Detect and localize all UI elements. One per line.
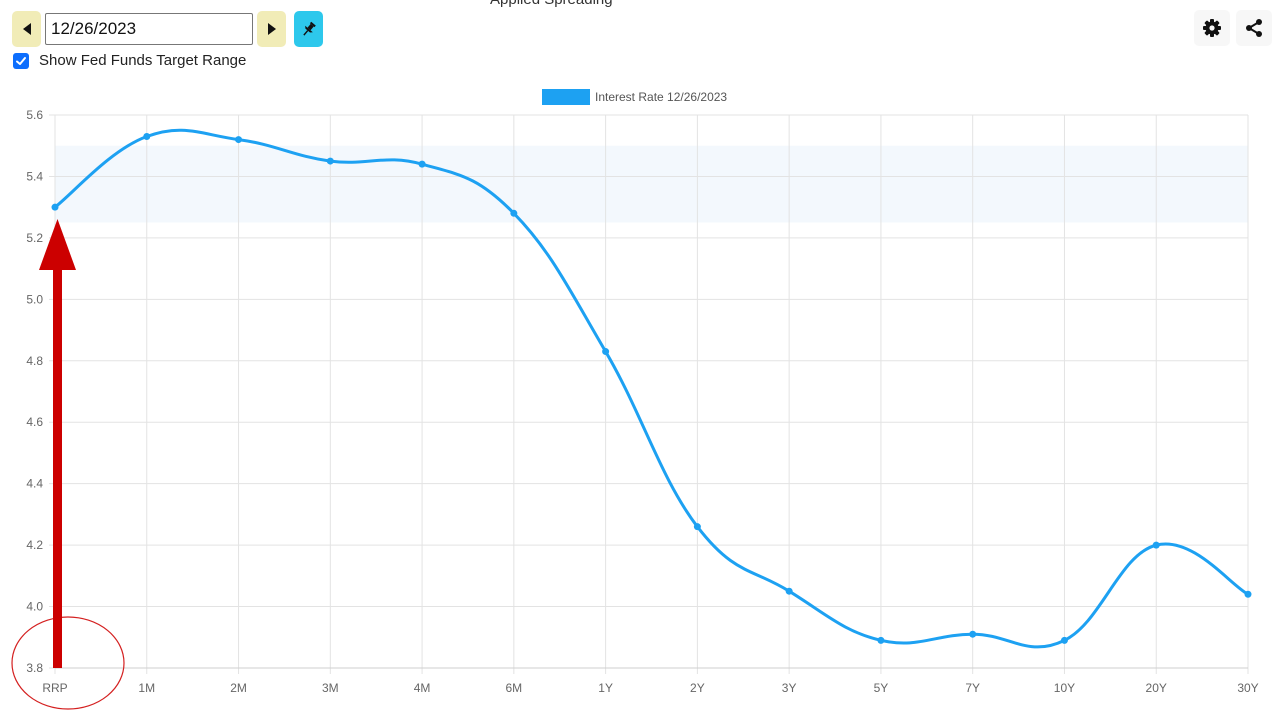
data-point	[510, 209, 518, 217]
x-tick-label: 5Y	[874, 681, 889, 695]
gear-icon	[1203, 19, 1221, 37]
share-icon	[1246, 19, 1262, 37]
y-tick-label: 4.6	[26, 415, 43, 429]
data-point	[969, 630, 977, 638]
fed-funds-band-layer	[55, 145, 1248, 223]
y-tick-label: 4.0	[26, 600, 43, 614]
annotation-layer	[11, 219, 125, 710]
x-tick-label: 2Y	[690, 681, 705, 695]
pin-button[interactable]	[294, 11, 323, 47]
pin-icon	[302, 21, 316, 36]
data-point	[693, 523, 701, 531]
data-point	[143, 133, 151, 141]
data-point	[877, 636, 885, 644]
x-tick-label: 10Y	[1054, 681, 1075, 695]
y-tick-label: 4.8	[26, 354, 43, 368]
series-layer	[51, 128, 1252, 649]
x-tick-label: 7Y	[965, 681, 980, 695]
x-tick-label: 4M	[414, 681, 431, 695]
data-point	[235, 136, 243, 144]
y-tick-label: 4.4	[26, 477, 43, 491]
x-tick-label: 1Y	[598, 681, 613, 695]
x-tick-label: 1M	[138, 681, 155, 695]
x-tick-label: 20Y	[1146, 681, 1167, 695]
axis-layer: 3.8 4.0 4.2 4.4 4.6 4.8 5.0 5.2 5.4 5.6 RRP 1M 2M 3M 4…	[26, 108, 1258, 695]
data-point	[1244, 590, 1252, 598]
data-point	[326, 157, 334, 165]
page-title: Applied Spreading	[490, 0, 613, 8]
x-tick-label: 30Y	[1237, 681, 1258, 695]
x-tick-label: RRP	[42, 681, 67, 695]
date-toolbar	[12, 11, 323, 47]
fed-funds-checkbox[interactable]	[13, 52, 29, 69]
x-tick-label: 3Y	[782, 681, 797, 695]
date-input[interactable]	[45, 13, 253, 45]
legend-swatch	[542, 89, 590, 105]
data-point	[1060, 636, 1068, 644]
share-button[interactable]	[1236, 10, 1272, 46]
check-icon	[16, 56, 26, 65]
x-tick-label: 2M	[230, 681, 247, 695]
data-point	[51, 203, 59, 211]
fed-funds-target-band	[55, 145, 1248, 223]
x-tick-label: 6M	[506, 681, 523, 695]
data-point	[1152, 541, 1160, 549]
y-tick-label: 5.0	[26, 292, 43, 306]
fed-funds-label: Show Fed Funds Target Range	[39, 52, 247, 69]
annotation-circle	[11, 616, 125, 710]
y-tick-label: 3.8	[26, 661, 43, 675]
annotation-arrow-head	[39, 219, 76, 270]
next-date-button[interactable]	[257, 11, 286, 47]
data-point	[785, 587, 793, 595]
y-tick-label: 5.6	[26, 108, 43, 122]
legend[interactable]: Interest Rate 12/26/2023	[542, 89, 727, 105]
y-tick-label: 5.2	[26, 231, 43, 245]
y-tick-label: 4.2	[26, 538, 43, 552]
y-tick-label: 5.4	[26, 169, 43, 183]
fed-funds-toggle[interactable]: Show Fed Funds Target Range	[13, 52, 246, 69]
caret-right-icon	[267, 23, 276, 35]
annotation-arrow-shaft	[53, 266, 62, 668]
legend-label: Interest Rate 12/26/2023	[595, 90, 727, 104]
x-tick-label: 3M	[322, 681, 339, 695]
caret-left-icon	[22, 23, 31, 35]
data-point	[418, 160, 426, 168]
settings-button[interactable]	[1194, 10, 1230, 46]
data-point	[602, 348, 610, 356]
prev-date-button[interactable]	[12, 11, 41, 47]
